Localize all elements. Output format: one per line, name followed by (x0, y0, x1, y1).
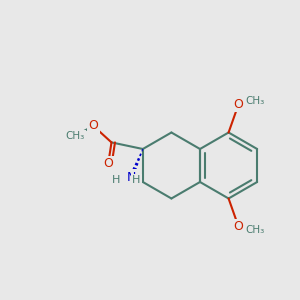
Text: O: O (88, 119, 98, 132)
Text: CH₃: CH₃ (245, 225, 265, 235)
Text: CH₃: CH₃ (66, 131, 85, 141)
Text: O: O (233, 220, 243, 233)
Text: CH₃: CH₃ (245, 96, 265, 106)
Text: H: H (132, 175, 140, 185)
Text: O: O (103, 157, 113, 170)
Text: O: O (233, 98, 243, 111)
Text: N: N (127, 170, 136, 184)
Text: H: H (112, 175, 121, 185)
